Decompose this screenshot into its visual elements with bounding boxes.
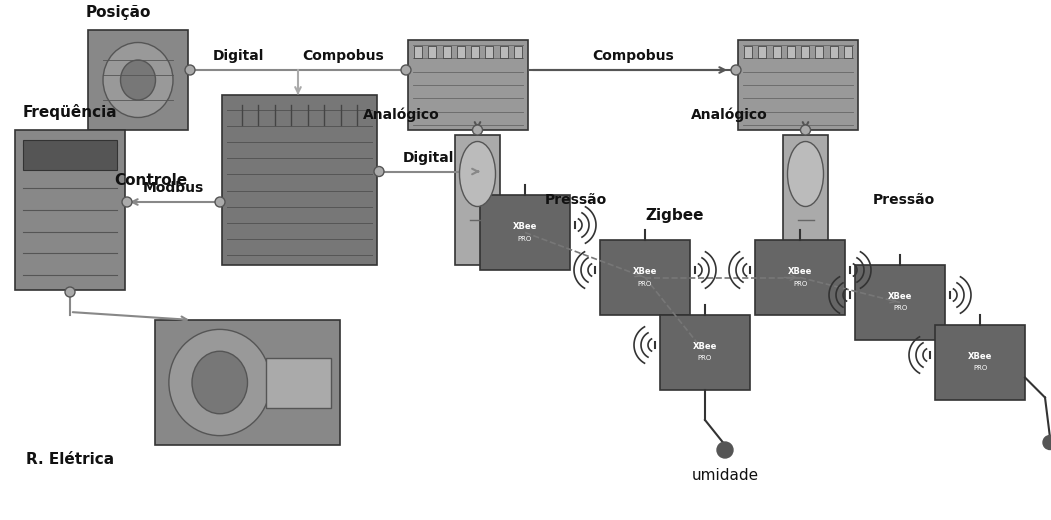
Circle shape bbox=[65, 287, 75, 297]
Text: PRO: PRO bbox=[893, 306, 907, 311]
Circle shape bbox=[122, 197, 132, 207]
Ellipse shape bbox=[121, 60, 156, 100]
Bar bbox=[660, 315, 750, 390]
Circle shape bbox=[801, 125, 810, 135]
Text: Zigbee: Zigbee bbox=[645, 207, 704, 223]
Circle shape bbox=[185, 65, 195, 75]
Bar bbox=[222, 95, 377, 265]
Bar bbox=[600, 240, 691, 315]
Ellipse shape bbox=[103, 43, 173, 118]
Bar bbox=[429, 46, 436, 58]
Text: R. Elétrica: R. Elétrica bbox=[26, 452, 115, 467]
Text: Digital: Digital bbox=[403, 150, 454, 164]
Text: XBee: XBee bbox=[633, 267, 657, 276]
Bar bbox=[154, 320, 341, 445]
Circle shape bbox=[1043, 436, 1051, 449]
Bar bbox=[744, 46, 753, 58]
Bar bbox=[758, 46, 766, 58]
Bar bbox=[829, 46, 838, 58]
Circle shape bbox=[473, 125, 482, 135]
Bar bbox=[15, 130, 125, 290]
Bar bbox=[471, 46, 479, 58]
Text: Compobus: Compobus bbox=[302, 49, 384, 63]
Text: Pressão: Pressão bbox=[545, 193, 607, 207]
Text: Modbus: Modbus bbox=[143, 181, 204, 195]
Text: PRO: PRO bbox=[518, 236, 532, 241]
Bar bbox=[414, 46, 423, 58]
Text: PRO: PRO bbox=[792, 280, 807, 287]
Ellipse shape bbox=[787, 141, 824, 206]
Bar bbox=[499, 46, 508, 58]
Bar bbox=[935, 325, 1025, 400]
Circle shape bbox=[374, 166, 384, 176]
Ellipse shape bbox=[459, 141, 495, 206]
Text: Analógico: Analógico bbox=[363, 108, 439, 122]
Text: Analógico: Analógico bbox=[691, 108, 767, 122]
Text: XBee: XBee bbox=[788, 267, 812, 276]
Bar bbox=[457, 46, 465, 58]
Bar bbox=[787, 46, 795, 58]
Ellipse shape bbox=[192, 351, 247, 414]
Bar bbox=[486, 46, 493, 58]
Text: XBee: XBee bbox=[888, 292, 912, 301]
Bar bbox=[738, 40, 858, 130]
Text: Freqüência: Freqüência bbox=[23, 104, 118, 120]
Text: PRO: PRO bbox=[698, 356, 713, 361]
Text: umidade: umidade bbox=[692, 467, 759, 483]
Text: XBee: XBee bbox=[513, 222, 537, 231]
Bar bbox=[783, 135, 828, 265]
Bar bbox=[266, 358, 331, 408]
Text: XBee: XBee bbox=[968, 352, 992, 361]
Text: Compobus: Compobus bbox=[592, 49, 674, 63]
Bar bbox=[772, 46, 781, 58]
Bar bbox=[856, 265, 945, 340]
Bar bbox=[442, 46, 451, 58]
Text: PRO: PRO bbox=[638, 280, 652, 287]
Text: PRO: PRO bbox=[973, 366, 987, 371]
Bar bbox=[801, 46, 809, 58]
Bar bbox=[455, 135, 500, 265]
Bar bbox=[23, 140, 117, 170]
Circle shape bbox=[401, 65, 411, 75]
Text: Digital: Digital bbox=[212, 49, 264, 63]
Ellipse shape bbox=[169, 329, 270, 436]
Text: Posição: Posição bbox=[86, 5, 151, 20]
Bar bbox=[816, 46, 823, 58]
Text: XBee: XBee bbox=[693, 342, 717, 351]
Text: Pressão: Pressão bbox=[873, 193, 935, 207]
Circle shape bbox=[215, 197, 225, 207]
Bar bbox=[480, 195, 570, 270]
Bar bbox=[755, 240, 845, 315]
Text: Controle: Controle bbox=[114, 173, 187, 188]
Bar bbox=[408, 40, 528, 130]
Circle shape bbox=[717, 442, 733, 458]
Bar bbox=[844, 46, 852, 58]
Bar bbox=[514, 46, 522, 58]
Circle shape bbox=[731, 65, 741, 75]
Bar bbox=[88, 30, 188, 130]
